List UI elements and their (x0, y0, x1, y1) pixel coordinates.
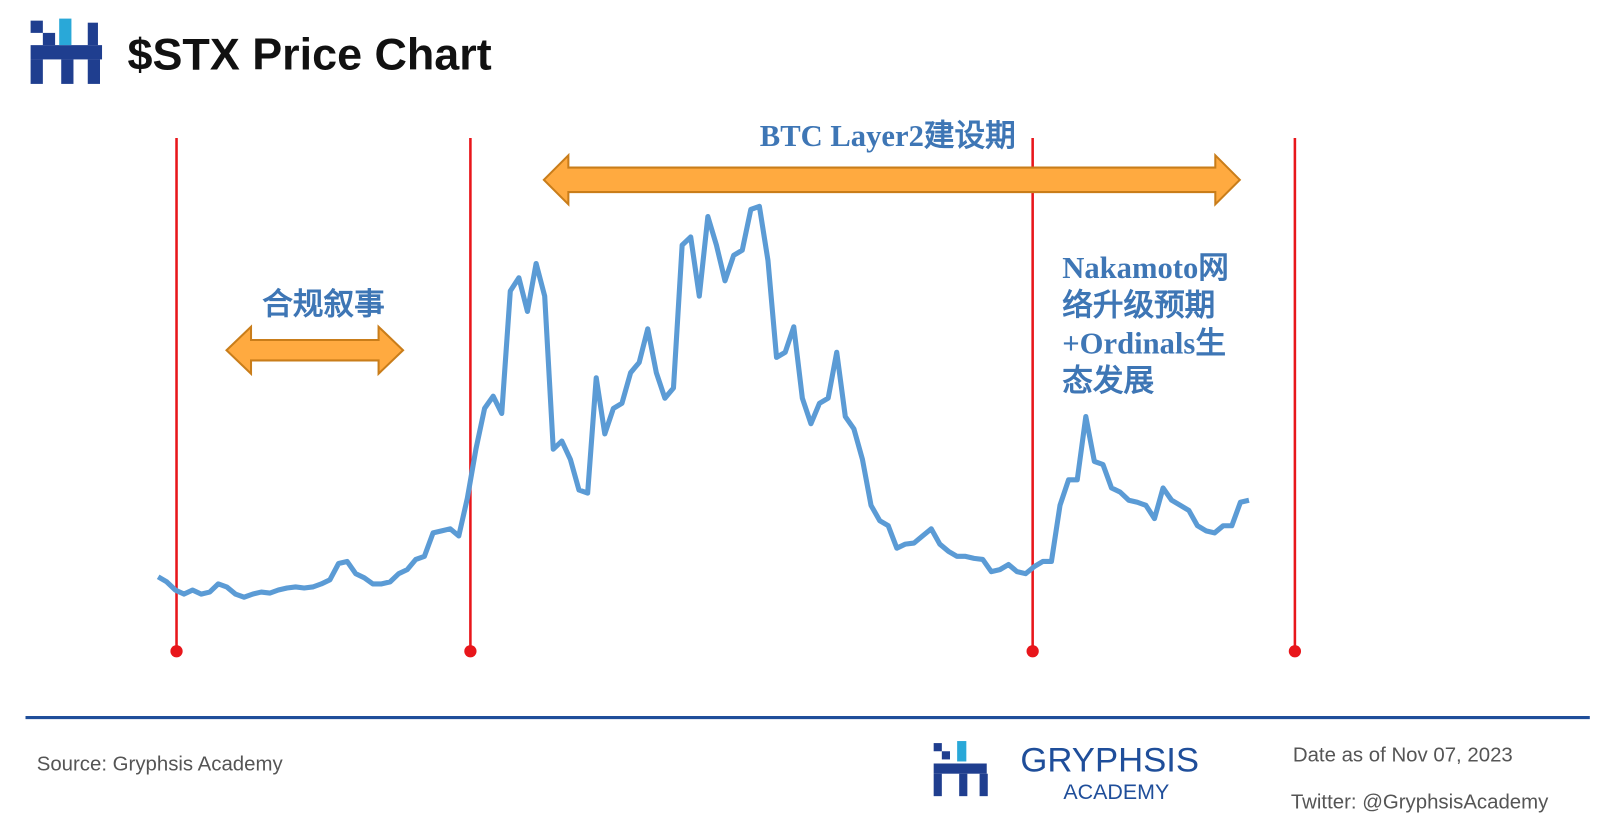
date: Date as of Nov 07, 2023 (1293, 744, 1513, 766)
period-dots (170, 645, 1302, 658)
nakamoto-line: Nakamoto网 (1062, 251, 1229, 285)
source: Source: Gryphsis Academy (37, 754, 284, 776)
brand: GRYPHSIS (1020, 742, 1199, 780)
layer2-label: BTC Layer2建设期 (760, 119, 1016, 153)
nakamoto-line: +Ordinals生 (1062, 326, 1226, 360)
logo (30, 18, 103, 84)
brand-sub: ACADEMY (1063, 780, 1169, 804)
compliance-label: 合规叙事 (262, 287, 384, 322)
footer-logo (933, 741, 988, 797)
twitter: Twitter: @GryphsisAcademy (1291, 791, 1549, 813)
period-lines (175, 137, 1297, 652)
nakamoto-line: 络升级预期 (1062, 288, 1215, 323)
nakamoto-line: 态发展 (1062, 364, 1154, 398)
chart-title: $STX Price Chart (128, 29, 492, 80)
compliance-arrow (225, 324, 405, 377)
layer2-arrow (542, 152, 1242, 207)
price-line (156, 203, 1250, 600)
